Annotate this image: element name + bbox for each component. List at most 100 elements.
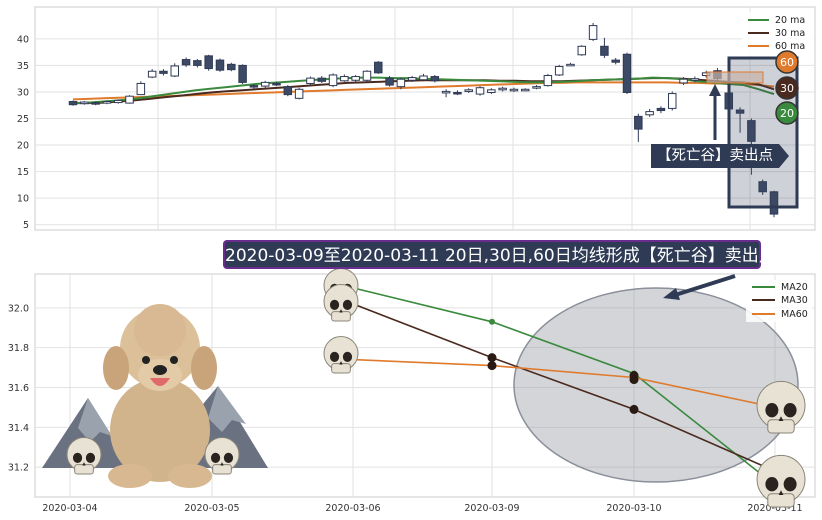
highlight-dots [487,353,639,414]
top-y-tick-label: 15 [17,167,29,178]
candle [611,57,620,65]
candle-body [554,65,564,76]
crossover-dot [629,375,639,385]
candle [374,61,383,74]
candle [588,22,598,41]
candle [362,70,372,83]
ma20-marker-label: 20 [780,107,794,120]
candle [80,100,89,105]
highlight-ellipse [513,287,799,483]
candle-body [306,77,315,84]
candle-body [430,76,440,82]
candle [113,99,123,104]
legend-label-ma60: 60 ma [775,41,805,52]
candle-body [679,78,688,84]
candle-body [487,89,496,93]
bottom-x-axis: 2020-03-04 2020-03-05 2020-03-06 2020-03-09… [42,503,802,514]
candle-body [227,63,236,71]
candle [667,91,677,111]
candle-body [656,107,666,112]
candle [690,76,700,83]
candle [679,77,688,86]
candle [577,45,587,56]
death-valley-banner: 2020-03-09至2020-03-11 20日,30日,60日均线形成【死亡… [223,240,776,269]
candle-body [125,95,134,104]
candle-body [464,89,473,92]
bottom-x-tick-label: 2020-03-09 [464,503,519,514]
bottom-x-tick-label: 2020-03-10 [606,503,661,514]
candle [396,77,406,90]
candle [159,69,168,76]
skull-icon [756,380,806,434]
top-y-tick-label: 40 [17,34,29,45]
candle-body [532,86,541,89]
bottom-x-tick-label: 2020-03-11 [747,503,802,514]
candle-body [136,82,146,96]
candle [600,37,609,58]
candle-body [577,45,587,56]
crossover-dot [487,361,497,371]
skull-icon [204,436,240,475]
candle-body [385,77,394,86]
bottom-y-tick-label: 32.0 [8,303,29,314]
top-legend: 20 ma 30 ma 60 ma [742,12,814,56]
crossover-dot [629,404,639,414]
candle [521,88,530,92]
poodle-icon [103,304,217,488]
candle-body [475,87,485,95]
candle [91,101,100,106]
candle-body [362,70,372,81]
candle-body [215,59,225,71]
candle-body [498,87,507,91]
skull-icon [323,335,359,374]
candle [475,86,485,96]
candle-body [238,64,247,83]
candle [430,74,440,83]
ma20-marker [775,101,799,125]
ma-markers: 60 30 20 [775,50,799,125]
candle-body [91,102,100,105]
candle [283,85,293,97]
candle [656,106,666,114]
candle [204,54,213,71]
top-y-axis: 5 10 15 20 25 30 35 40 [17,34,29,231]
candle [441,89,451,98]
candle [249,83,259,89]
candle [136,81,146,96]
candle-body [509,88,519,92]
candle-body [453,91,462,95]
candle-body [351,76,360,81]
candle-body [68,101,78,106]
ma20-line [352,287,776,486]
candle-body [170,65,180,77]
candle [238,64,247,84]
skull-icon [756,454,806,508]
candle [68,100,78,106]
pointer-arrow-head [663,288,680,300]
candle [328,73,338,88]
top-y-tick-label: 5 [23,220,29,231]
candle [554,64,564,77]
candle [294,87,304,100]
candle [407,76,417,82]
bottom-y-axis: 31.2 31.4 31.6 31.8 32.0 [8,303,29,473]
candle [385,76,394,87]
ma60-marker [775,50,799,74]
candle-body [543,74,553,87]
candle [340,74,349,82]
candle-body [600,45,609,56]
top-y-tick-label: 20 [17,141,29,152]
candle-body [159,70,168,74]
candle [227,62,236,72]
sell-tag-shape [651,144,789,168]
bottom-y-tick-label: 31.8 [8,343,29,354]
candle [419,73,428,82]
candle-body [521,88,530,92]
candle-body [735,109,745,114]
ma30-marker-label: 30 [780,82,794,95]
candle-body [113,99,123,104]
bottom-x-tick-label: 2020-03-04 [42,503,97,514]
candle-body [193,60,202,66]
candle [645,108,654,117]
candle-body [645,111,654,116]
